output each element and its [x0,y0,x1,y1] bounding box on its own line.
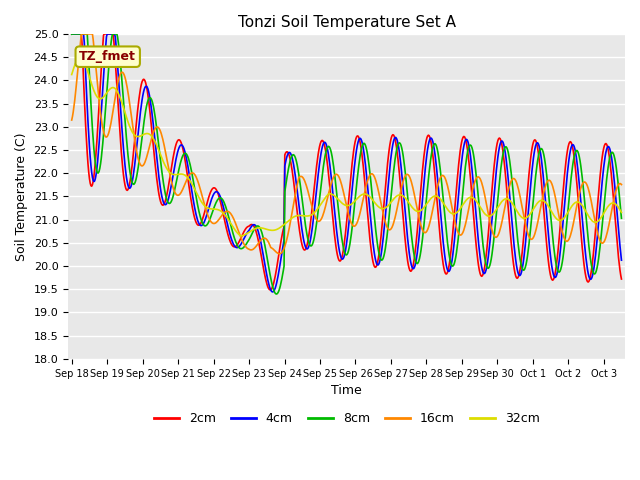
2cm [266,287,274,293]
16cm [464,212,472,218]
8cm [273,291,280,297]
8cm [145,95,153,101]
4cm [269,289,276,295]
2cm [68,31,76,37]
Title: Tonzi Soil Temperature Set A: Tonzi Soil Temperature Set A [237,15,456,30]
Line: 4cm: 4cm [72,34,621,292]
8cm [477,222,484,228]
2cm [618,276,625,282]
16cm [304,187,312,193]
2cm [463,143,470,148]
8cm [68,31,76,37]
16cm [477,178,484,183]
16cm [70,104,77,110]
Legend: 2cm, 4cm, 8cm, 16cm, 32cm: 2cm, 4cm, 8cm, 16cm, 32cm [148,408,545,431]
16cm [77,31,85,37]
4cm [303,246,311,252]
2cm [70,31,77,37]
32cm [464,196,472,202]
4cm [324,147,332,153]
32cm [618,209,625,215]
Line: 16cm: 16cm [72,34,621,254]
2cm [476,271,484,276]
2cm [145,97,152,103]
Line: 8cm: 8cm [72,34,621,294]
2cm [324,164,332,169]
8cm [68,31,76,37]
Y-axis label: Soil Temperature (C): Soil Temperature (C) [15,132,28,261]
4cm [145,89,152,95]
X-axis label: Time: Time [332,384,362,397]
16cm [68,117,76,123]
Line: 32cm: 32cm [72,58,621,236]
32cm [68,72,76,77]
32cm [76,55,84,60]
8cm [324,144,332,149]
Text: TZ_fmet: TZ_fmet [79,50,136,63]
Line: 2cm: 2cm [72,34,621,290]
4cm [476,254,484,260]
32cm [70,65,77,71]
32cm [237,233,244,239]
32cm [324,192,332,197]
16cm [276,251,284,257]
2cm [303,242,311,248]
16cm [618,181,625,187]
32cm [145,132,153,137]
8cm [464,149,472,155]
32cm [304,213,312,219]
4cm [618,257,625,263]
4cm [70,31,77,37]
4cm [68,31,76,37]
4cm [463,137,470,143]
16cm [324,192,332,197]
8cm [71,31,79,37]
8cm [618,216,625,221]
16cm [145,144,153,150]
8cm [304,236,312,241]
32cm [477,205,484,211]
